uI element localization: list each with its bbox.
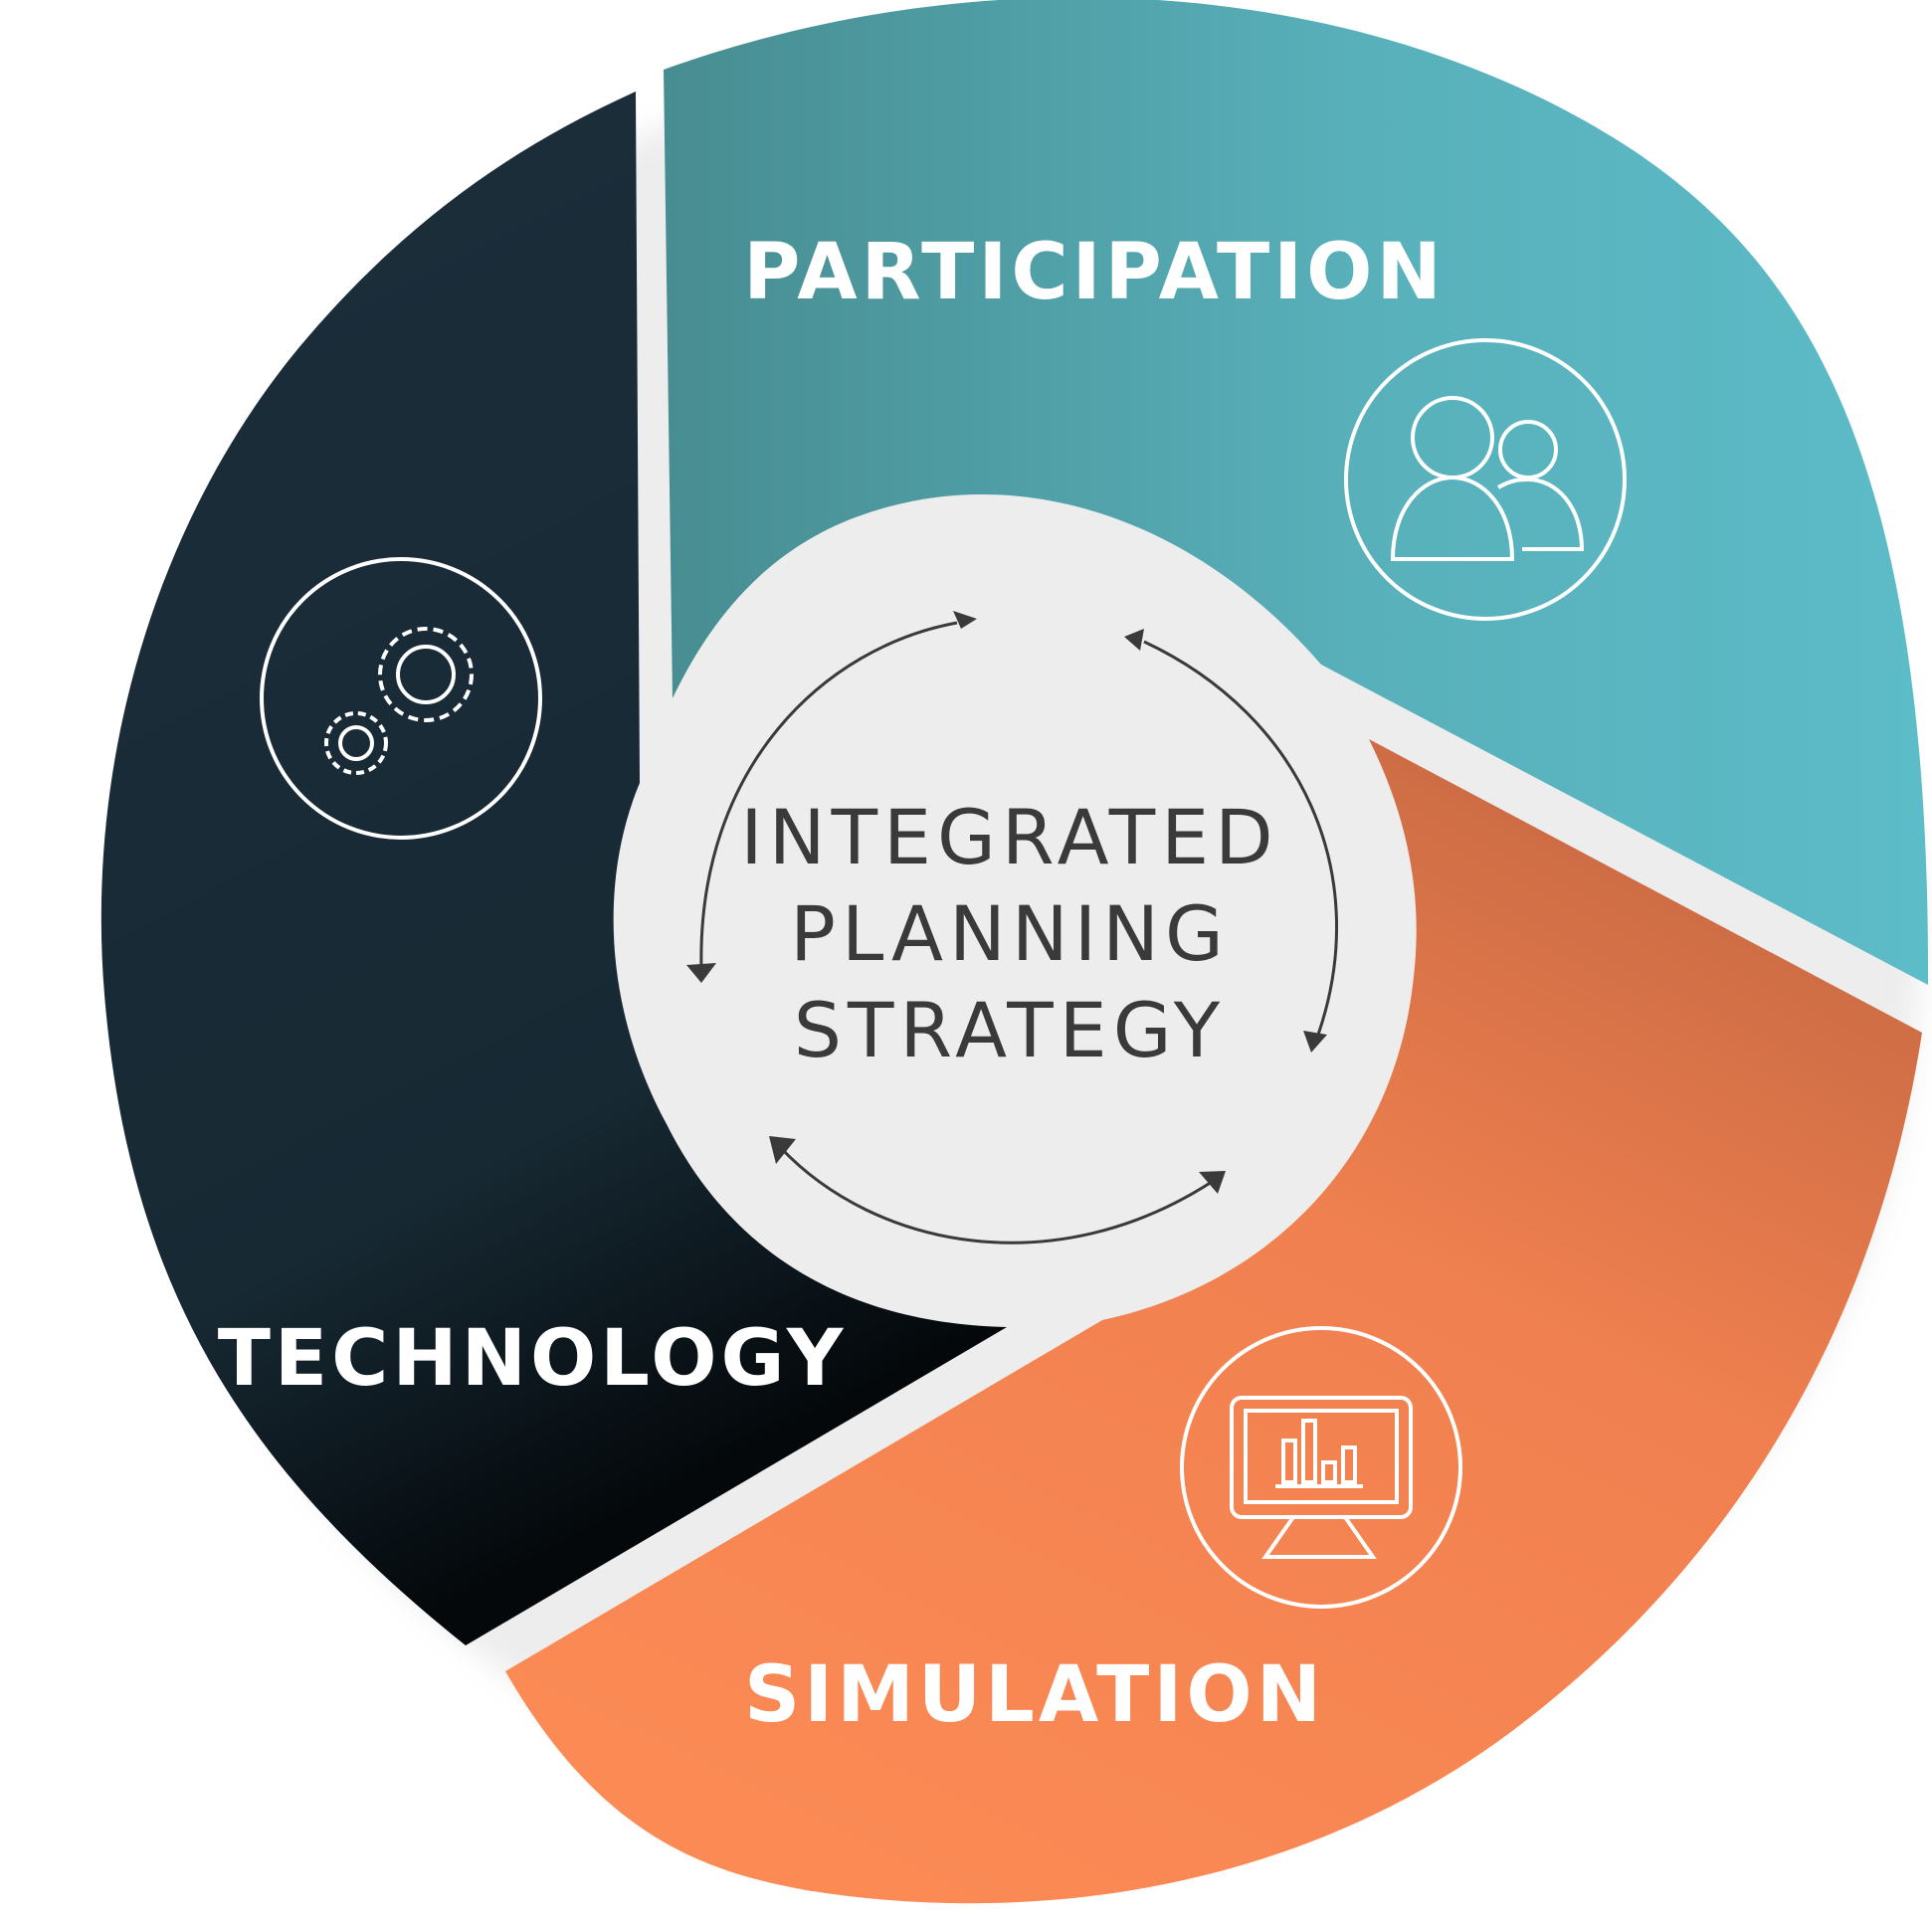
monitor-chart-icon	[1180, 1326, 1462, 1609]
arrowhead-bottom-left	[769, 1136, 796, 1164]
segment-participation	[664, 0, 1929, 985]
center-title-line-2: PLANNING	[790, 889, 1230, 978]
cycle-arrows	[699, 621, 1339, 1245]
center-title-line-1: INTEGRATED	[740, 793, 1278, 881]
arrow-right	[1143, 640, 1339, 1036]
center-title-line-3: STRATEGY	[794, 986, 1226, 1074]
label-technology: TECHNOLOGY	[218, 1314, 848, 1404]
arrowhead-left	[686, 963, 716, 983]
gears-icon	[260, 557, 542, 840]
arrowhead-right	[1303, 1031, 1327, 1053]
arrowhead-top	[953, 611, 977, 629]
arrowhead-top-right	[1124, 629, 1144, 651]
segment-simulation	[505, 739, 1922, 1904]
segment-technology	[100, 92, 1007, 1645]
arrowhead-bottom-right	[1199, 1171, 1226, 1194]
arrow-top-left	[699, 621, 958, 971]
arrow-heads	[686, 611, 1327, 1194]
label-participation: PARTICIPATION	[743, 228, 1446, 317]
arrow-bottom	[778, 1145, 1213, 1245]
people-icon	[1344, 338, 1627, 621]
label-simulation: SIMULATION	[744, 1650, 1325, 1740]
